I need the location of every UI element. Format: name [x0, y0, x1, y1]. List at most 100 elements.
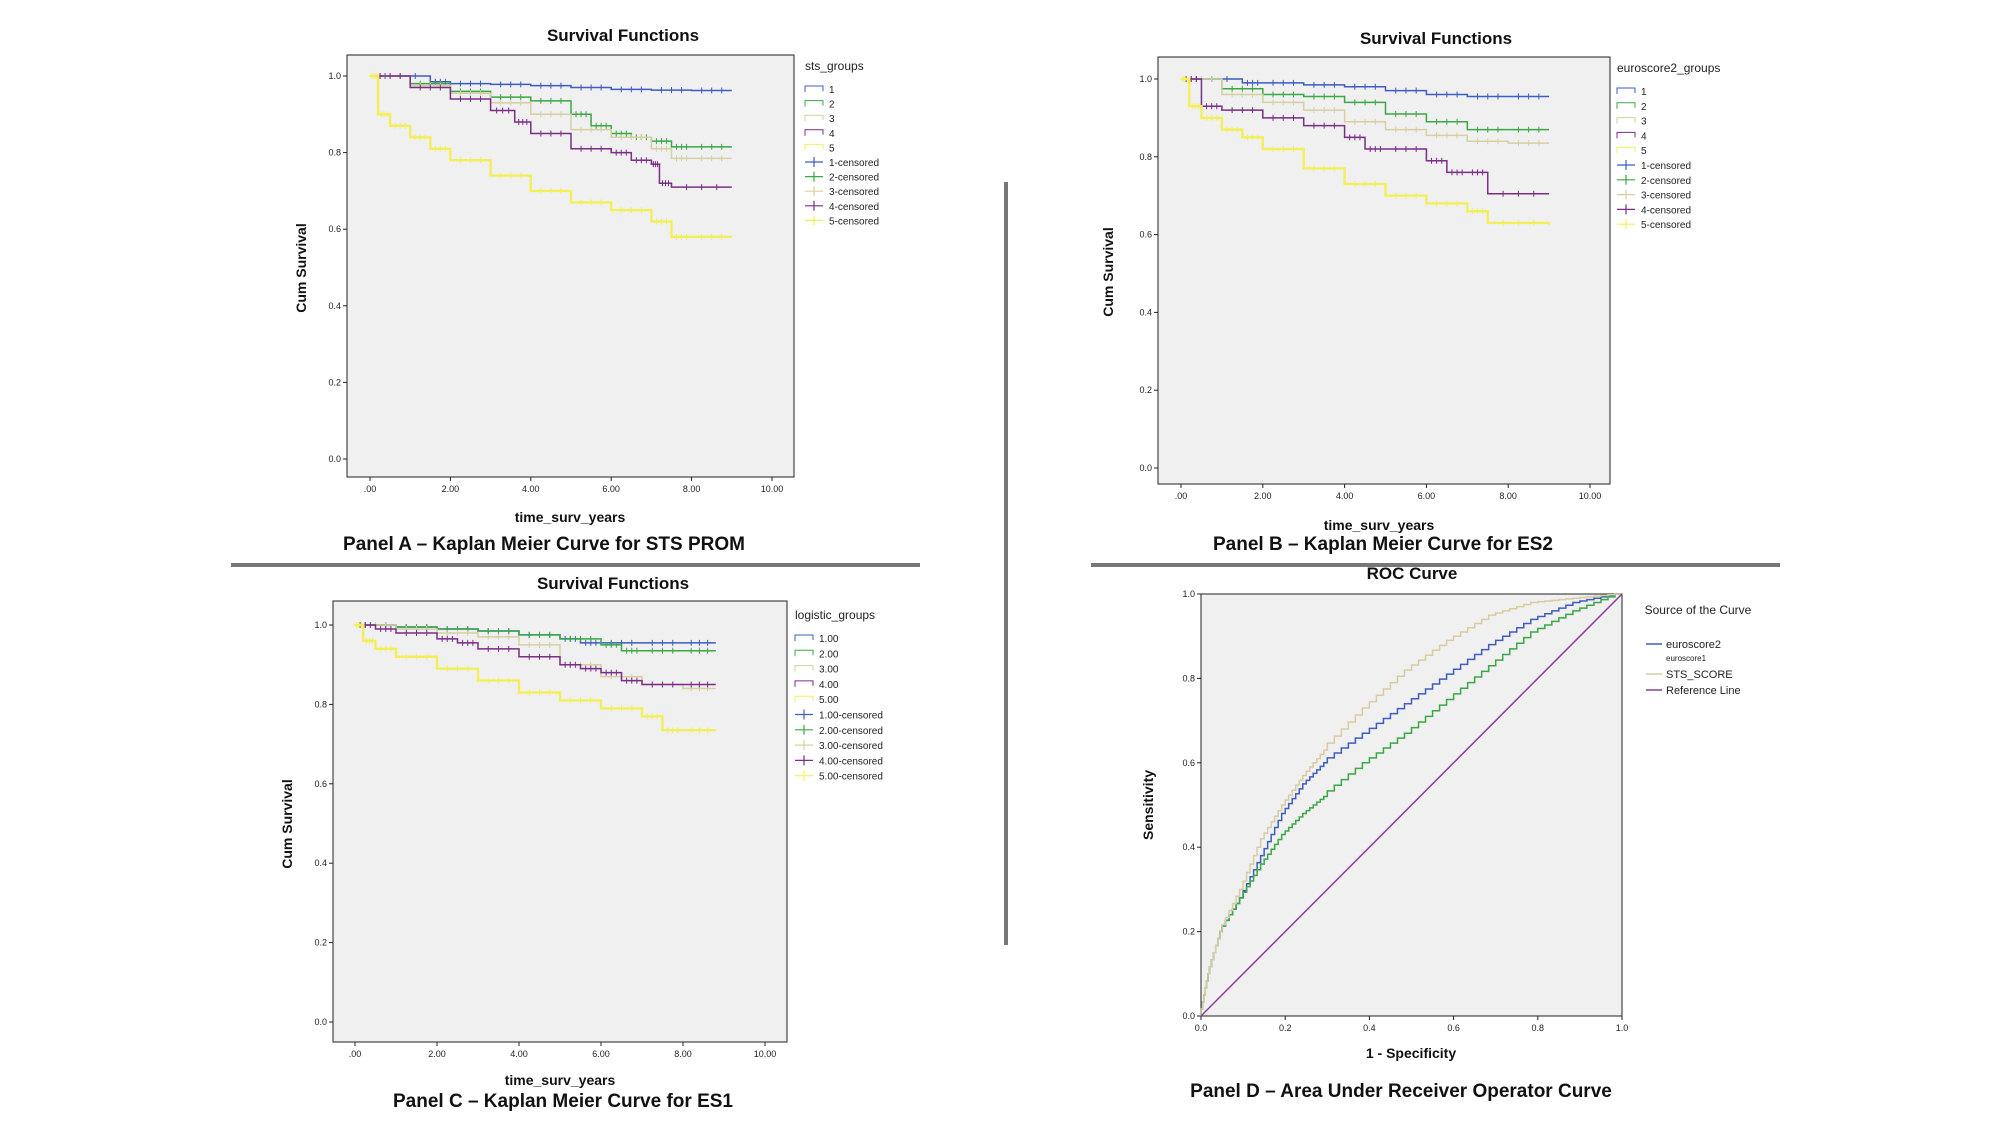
censor-mark	[358, 622, 365, 628]
censor-mark	[1351, 83, 1358, 90]
legend-swatch	[795, 755, 813, 766]
y-tick-label: 0.0	[1182, 1011, 1195, 1021]
censor-mark	[1525, 140, 1532, 147]
censor-mark	[526, 641, 533, 648]
censor-mark	[669, 727, 676, 734]
x-tick-label: 0.4	[1363, 1023, 1376, 1033]
censor-mark	[557, 187, 564, 194]
censor-mark	[1367, 146, 1374, 153]
censor-mark	[1244, 134, 1251, 141]
censor-mark	[683, 143, 690, 150]
censor-mark	[547, 82, 554, 89]
censor-mark	[1459, 169, 1466, 176]
censor-mark	[1484, 93, 1491, 100]
y-axis-label: Cum Survival	[279, 779, 295, 868]
censor-mark	[674, 727, 681, 734]
legend-swatch	[1617, 174, 1635, 185]
censor-mark	[638, 86, 645, 93]
legend-entry: 5.00	[819, 695, 839, 706]
censor-mark	[653, 138, 660, 145]
censor-mark	[658, 218, 665, 225]
y-tick-label: 0.6	[328, 224, 341, 234]
legend-title: euroscore2_groups	[1617, 61, 1720, 75]
censor-mark	[1213, 114, 1220, 121]
censor-mark	[683, 233, 690, 240]
legend-entry: 1-censored	[1641, 161, 1691, 172]
legend-swatch	[804, 143, 824, 151]
x-tick-label: 2.00	[1254, 491, 1272, 501]
censor-mark	[1515, 219, 1522, 226]
censor-mark	[643, 157, 650, 164]
censor-mark	[698, 184, 705, 191]
censor-mark	[708, 143, 715, 150]
censor-mark	[1290, 146, 1297, 153]
legend-entry: 4	[1641, 131, 1647, 142]
censor-mark	[507, 99, 514, 106]
x-tick-label: 6.00	[592, 1049, 610, 1059]
x-tick-label: 6.00	[602, 484, 620, 494]
censor-mark	[592, 639, 599, 646]
censor-mark	[649, 713, 656, 720]
legend-entry: 3	[1641, 117, 1647, 128]
y-tick-label: 0.4	[328, 301, 341, 311]
censor-mark	[623, 677, 630, 684]
censor-mark	[485, 677, 492, 684]
y-tick-label: 1.0	[1139, 74, 1152, 84]
y-tick-label: 0.2	[314, 938, 327, 948]
censor-mark	[454, 629, 461, 636]
x-tick-label: 4.00	[1336, 491, 1354, 501]
censor-mark	[678, 87, 685, 94]
censor-mark	[1310, 81, 1317, 88]
censor-mark	[1224, 126, 1231, 133]
censor-mark	[562, 661, 569, 668]
censor-mark	[1249, 85, 1256, 92]
censor-mark	[1234, 126, 1241, 133]
legend-entry: 4-censored	[1641, 205, 1691, 216]
censor-mark	[696, 647, 703, 654]
x-tick-label: 8.00	[683, 484, 701, 494]
y-tick-label: 0.6	[1182, 758, 1195, 768]
censor-mark	[517, 81, 524, 88]
censor-mark	[659, 639, 666, 646]
censor-mark	[464, 629, 471, 636]
censor-mark	[493, 107, 500, 114]
censor-mark	[587, 635, 594, 642]
censor-mark	[547, 111, 554, 118]
censor-mark	[505, 645, 512, 652]
censor-mark	[1392, 146, 1399, 153]
censor-mark	[497, 172, 504, 179]
censor-mark	[638, 207, 645, 214]
censor-mark	[582, 665, 589, 672]
censor-mark	[1535, 126, 1542, 133]
censor-mark	[659, 681, 666, 688]
censor-mark	[608, 641, 615, 648]
censor-mark	[718, 155, 725, 162]
censor-mark	[367, 622, 374, 628]
legend-swatch	[794, 665, 814, 672]
legend-swatch	[804, 100, 824, 107]
censor-mark	[1443, 132, 1450, 139]
censor-mark	[537, 111, 544, 118]
censor-mark	[603, 122, 610, 129]
censor-mark	[505, 627, 512, 634]
censor-mark	[573, 111, 580, 118]
censor-mark	[1448, 169, 1455, 176]
censor-mark	[578, 145, 585, 152]
censor-mark	[497, 94, 504, 101]
censor-mark	[1494, 138, 1501, 145]
censor-mark	[1280, 114, 1287, 121]
censor-mark	[1244, 79, 1251, 86]
censor-mark	[668, 87, 675, 94]
censor-mark	[669, 681, 676, 688]
censor-mark	[1229, 126, 1236, 133]
censor-mark	[654, 713, 661, 720]
censor-mark	[688, 681, 695, 688]
censor-mark	[526, 631, 533, 638]
censor-mark	[1402, 87, 1409, 94]
legend-entry: 4.00-censored	[819, 756, 883, 767]
censor-mark	[628, 86, 635, 93]
y-tick-label: 0.8	[1139, 152, 1152, 162]
censor-mark	[477, 80, 484, 87]
censor-mark	[618, 149, 625, 156]
